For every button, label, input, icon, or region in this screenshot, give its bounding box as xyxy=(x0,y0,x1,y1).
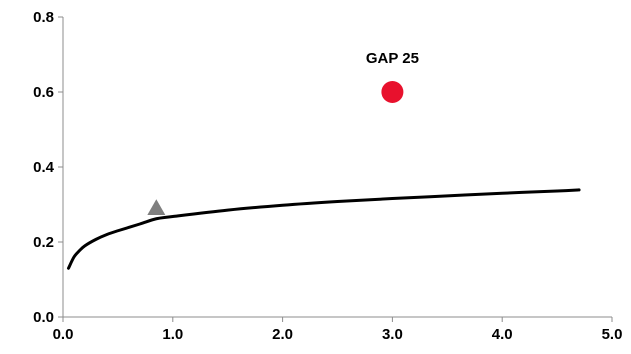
x-tick-label: 3.0 xyxy=(382,326,403,343)
annotation-label: GAP 25 xyxy=(366,50,419,67)
tick-labels: 0.0 1.0 2.0 3.0 4.0 5.0 0.0 0.2 0.4 0.6 0.8 xyxy=(33,9,622,343)
annotations: GAP 25 xyxy=(366,50,419,67)
x-tick-label: 1.0 xyxy=(162,326,183,343)
trend-curve xyxy=(66,188,581,270)
x-tick-label: 5.0 xyxy=(602,326,623,343)
triangle-marker xyxy=(147,199,166,215)
y-tick-label: 0.8 xyxy=(33,9,54,26)
x-tick-label: 4.0 xyxy=(492,326,513,343)
axes xyxy=(58,16,613,322)
x-tick-label: 0.0 xyxy=(53,326,74,343)
y-tick-label: 0.0 xyxy=(33,309,54,326)
plot-series xyxy=(66,81,581,270)
y-tick-label: 0.2 xyxy=(33,234,54,251)
y-tick-label: 0.6 xyxy=(33,84,54,101)
circle-marker xyxy=(381,81,404,103)
y-tick-label: 0.4 xyxy=(33,159,55,176)
x-tick-label: 2.0 xyxy=(272,326,293,343)
